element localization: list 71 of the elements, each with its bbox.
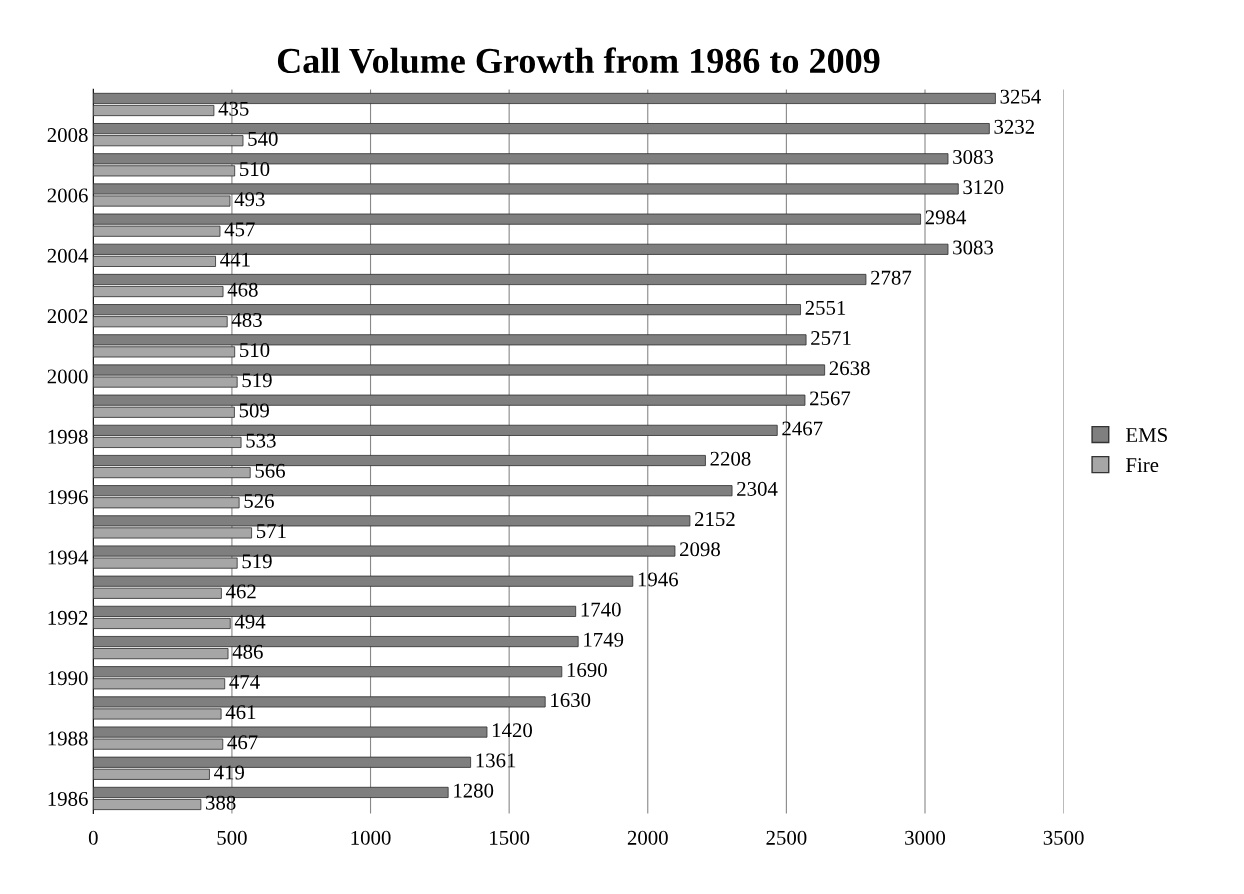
y-tick-label: 1998 [48,429,88,444]
data-label: 2551 [805,300,846,315]
y-tick-label: 1994 [48,550,89,565]
y-tick-label: 2002 [47,309,88,324]
data-label: 1690 [567,662,607,677]
data-label: 2984 [925,210,967,225]
data-label: 519 [242,373,272,388]
x-tick-label: 3500 [1043,830,1084,845]
y-tick-label: 1996 [48,490,88,505]
data-label: 519 [242,554,272,569]
data-label: 1280 [454,783,494,798]
data-label: 1946 [638,572,679,587]
y-tick-label: 1992 [48,610,88,625]
data-label: 533 [246,433,276,448]
data-label: 2467 [782,421,823,436]
data-label: 419 [214,765,245,780]
y-tick-label: 2008 [47,128,88,143]
y-tick-label: 1990 [48,671,88,686]
legend-label: EMS [1126,428,1167,443]
data-label: 3254 [1000,89,1041,104]
data-label: 2208 [710,451,751,466]
data-label: 3083 [953,149,994,165]
data-label: 467 [227,735,258,750]
data-label: 474 [229,675,260,689]
data-label: 509 [239,403,269,418]
y-tick-label: 2000 [47,369,88,384]
data-label: 571 [256,524,286,539]
data-label: 494 [234,614,266,629]
x-tick-label: 1000 [351,830,391,845]
x-tick-label: 2000 [627,830,668,845]
data-label: 2098 [680,542,720,557]
data-label: 526 [244,493,274,508]
data-label: 435 [218,101,249,116]
legend-label: Fire [1126,458,1159,473]
data-label: 1630 [551,693,591,708]
y-tick-label: 1986 [48,791,88,806]
data-label: 1361 [476,753,516,768]
data-label: 493 [234,192,265,207]
data-label: 3083 [953,240,994,255]
x-tick-label: 0 [88,830,98,845]
data-label: 1740 [581,602,621,617]
data-label: 2571 [811,331,851,346]
data-label: 486 [232,644,263,659]
data-label: 2152 [694,512,735,527]
data-label: 2304 [737,481,778,496]
data-label: 468 [227,282,258,297]
data-label: 540 [248,131,278,146]
data-label: 388 [206,795,236,810]
data-label: 462 [225,584,256,599]
y-tick-label: 2006 [47,188,88,203]
x-tick-label: 2500 [766,830,807,845]
data-label: 510 [240,162,270,177]
data-label: 566 [255,463,286,478]
data-label: 461 [225,705,256,720]
data-label: 510 [240,343,270,358]
y-tick-label: 1988 [48,731,88,746]
data-label: 441 [220,252,250,267]
data-label: 2787 [871,270,912,285]
data-label: 1749 [584,632,624,647]
data-label: 2567 [810,391,851,406]
data-label: 483 [231,312,262,327]
x-tick-label: 500 [217,830,247,845]
data-label: 3120 [963,180,1004,195]
x-tick-label: 1500 [490,830,530,845]
data-label: 1420 [492,723,533,738]
data-label: 2638 [829,361,870,376]
x-tick-label: 3000 [905,830,946,845]
chart-title: Call Volume Growth from 1986 to 2009 [277,47,880,74]
data-label: 3232 [994,119,1035,134]
y-tick-label: 2004 [47,248,89,263]
data-label: 457 [224,222,255,237]
